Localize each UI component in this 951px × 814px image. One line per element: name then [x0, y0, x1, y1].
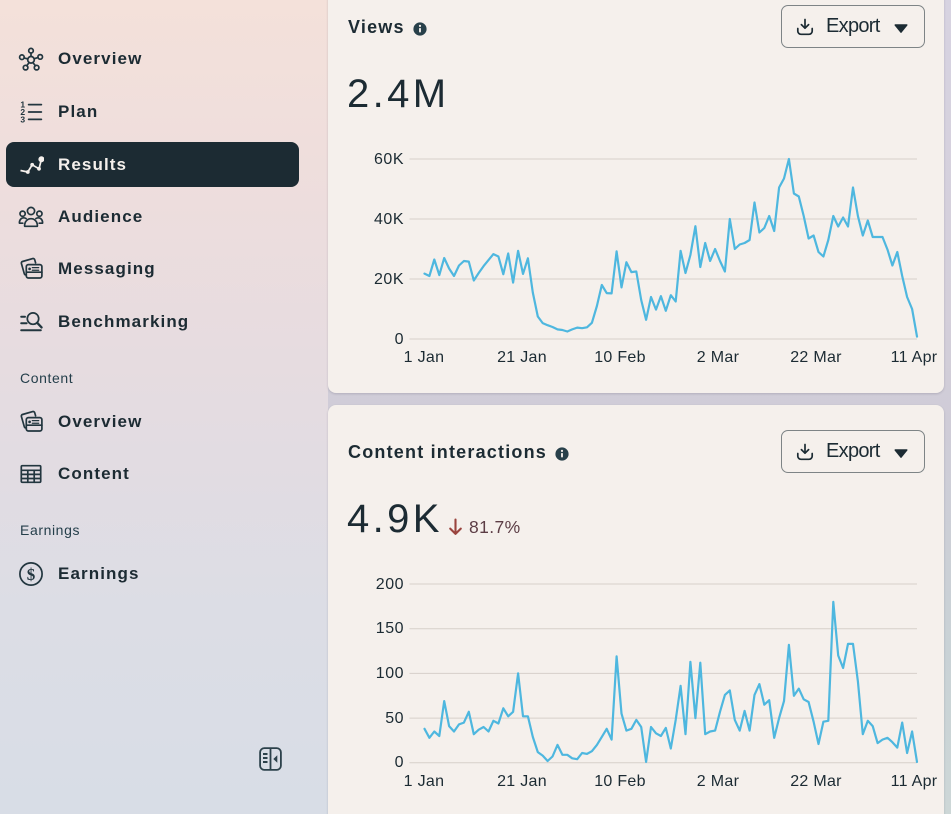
svg-text:3: 3 [20, 114, 25, 124]
svg-text:1: 1 [20, 99, 25, 109]
svg-text:$: $ [27, 565, 36, 584]
svg-text:2: 2 [20, 107, 25, 117]
